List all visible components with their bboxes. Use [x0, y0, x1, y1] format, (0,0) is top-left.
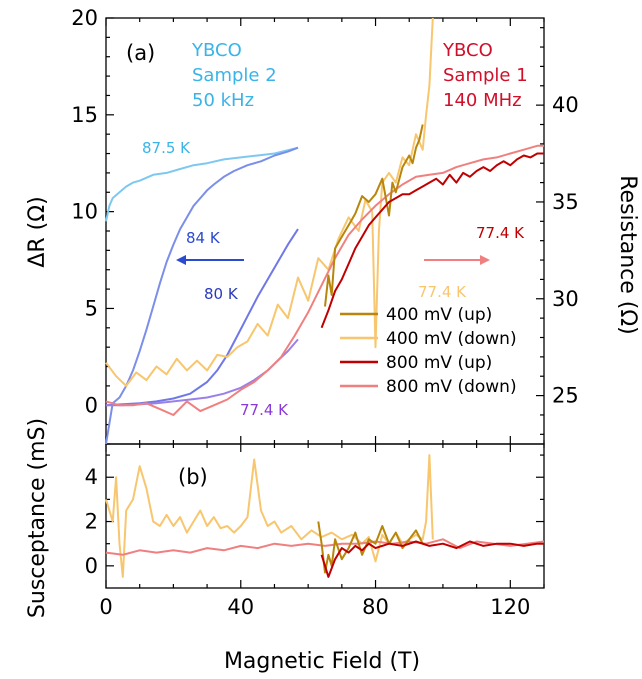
y-tick-label-left: 15 — [71, 103, 98, 127]
arrow-right-axis — [424, 255, 490, 265]
y-tick-label-right: 40 — [552, 93, 579, 117]
panel-b-label: (b) — [178, 465, 208, 489]
label-77-4k-orange: 77.4 K — [418, 283, 467, 301]
y-axis-title-susceptance: Susceptance (mS) — [25, 418, 50, 618]
sample-2-line-2: Sample 2 — [192, 65, 277, 86]
x-tick-label: 0 — [99, 595, 112, 619]
label-87-5k: 87.5 K — [142, 139, 191, 157]
y-tick-label-left: 5 — [85, 296, 98, 320]
sample-2-line-3: 50 kHz — [192, 90, 254, 111]
label-80k: 80 K — [204, 285, 239, 303]
y-tick-label-left: 20 — [71, 6, 98, 30]
x-axis-title: Magnetic Field (T) — [224, 649, 420, 674]
x-tick-label: 120 — [490, 595, 530, 619]
y-tick-label-right: 25 — [552, 384, 579, 408]
panel-b-ticks — [105, 444, 545, 588]
susceptance-series-down400 — [105, 454, 434, 578]
sample-1-line-2: Sample 1 — [443, 65, 528, 86]
sample-2-line-1: YBCO — [191, 40, 242, 61]
sample-1-line-1: YBCO — [442, 40, 493, 61]
panel-a-label: (a) — [126, 41, 155, 65]
legend: 400 mV (up) 400 mV (down) 800 mV (up) 800 m… — [340, 305, 517, 397]
y-tick-label-right: 30 — [552, 287, 579, 311]
series-t80 — [105, 228, 299, 407]
legend-label-down800: 800 mV (down) — [386, 377, 517, 397]
panel-b-frame — [105, 443, 545, 589]
label-84k: 84 K — [186, 229, 221, 247]
panel-b-series — [105, 454, 545, 578]
series-t77 — [106, 338, 299, 407]
series-t84 — [105, 146, 299, 445]
panel-a-ticks — [105, 17, 545, 445]
series-t87 — [105, 146, 299, 222]
susceptance-series-up400 — [317, 521, 424, 574]
y-tick-label-left: 10 — [71, 200, 98, 224]
y-tick-label-right: 35 — [552, 190, 579, 214]
sample-1-line-3: 140 MHz — [443, 90, 522, 111]
label-77-4k-red: 77.4 K — [476, 224, 525, 242]
panel-a-series — [105, 17, 544, 445]
x-tick-label: 40 — [227, 595, 254, 619]
y-axis-title-right: Resistance (Ω) — [615, 175, 640, 335]
label-77-4k-sample2: 77.4 K — [240, 401, 289, 419]
y-tick-label-b: 0 — [85, 554, 98, 578]
susceptance-series-down800 — [105, 538, 545, 556]
y-tick-label-b: 2 — [85, 510, 98, 534]
legend-label-up800: 800 mV (up) — [386, 353, 492, 373]
series-up800 — [320, 152, 544, 329]
legend-label-up400: 400 mV (up) — [386, 305, 492, 325]
tick-labels: 0 40 80 120 0 5 10 15 20 25 30 35 40 0 2 4 — [71, 6, 578, 619]
series-up400 — [324, 124, 424, 307]
x-tick-label: 80 — [362, 595, 389, 619]
series-down400 — [105, 17, 434, 387]
arrow-left-axis — [176, 255, 244, 265]
y-axis-title-left: ΔR (Ω) — [25, 196, 50, 267]
y-tick-label-left: 0 — [85, 393, 98, 417]
susceptance-series-up800 — [320, 540, 544, 578]
y-tick-label-b: 4 — [85, 465, 98, 489]
series-down800 — [105, 144, 544, 416]
legend-label-down400: 400 mV (down) — [386, 329, 517, 349]
